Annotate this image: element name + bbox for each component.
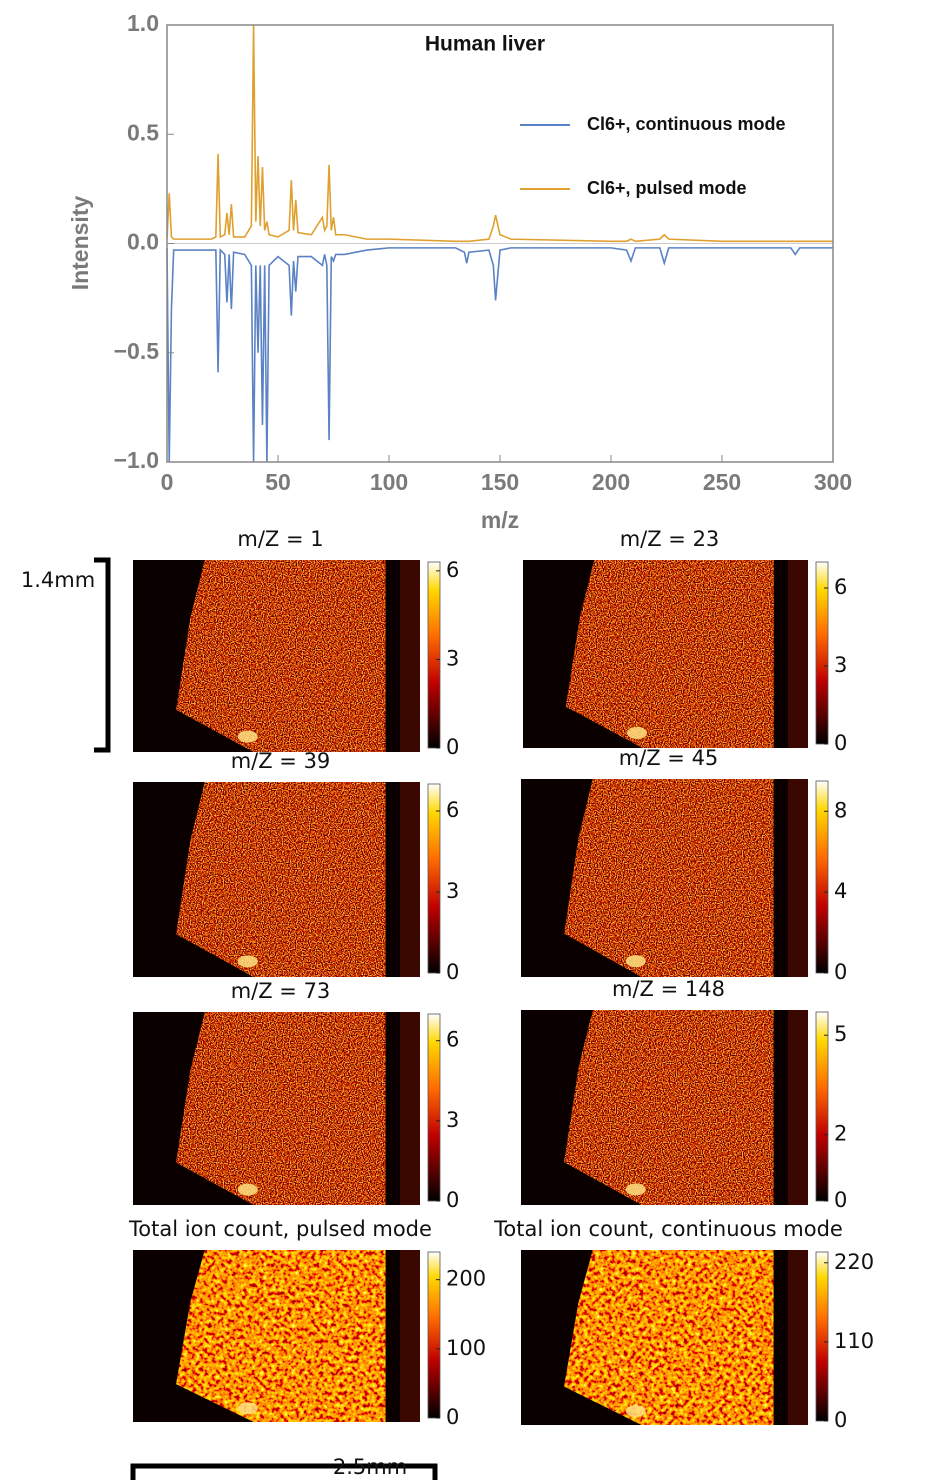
x-tick-label: 100 — [370, 469, 408, 495]
colorbar — [427, 1251, 441, 1419]
colorbar-tick-label: 110 — [834, 1329, 874, 1353]
colorbar-tick-label: 0 — [834, 731, 847, 755]
series-line — [166, 24, 833, 243]
tissue-image — [521, 779, 808, 977]
colorbar — [427, 1013, 441, 1202]
x-tick-label: 200 — [592, 469, 630, 495]
colorbar — [815, 780, 829, 974]
colorbar-tick-label: 220 — [834, 1250, 874, 1274]
scale-label: 2.5mm — [333, 1455, 407, 1479]
tissue-edge — [788, 560, 808, 748]
tissue-image — [133, 1012, 420, 1205]
colorbar — [815, 1251, 829, 1422]
colorbar-tick-label: 0 — [834, 1188, 847, 1212]
tissue-image — [133, 782, 420, 977]
colorbar-tick-label: 3 — [834, 653, 847, 677]
panel-title: m/Z = 23 — [620, 527, 720, 551]
panel-title: m/Z = 73 — [231, 979, 331, 1003]
hotspot — [237, 730, 258, 743]
colorbar-tick-label: 3 — [446, 646, 459, 670]
x-tick-label: 50 — [265, 469, 291, 495]
colorbar-tick-label: 0 — [446, 1188, 459, 1212]
tissue-image — [521, 1250, 808, 1425]
legend-label: Cl6+, pulsed mode — [587, 178, 747, 198]
y-tick-label: 0.5 — [127, 119, 159, 145]
colorbar — [815, 561, 829, 745]
panel-title: Total ion count, continuous mode — [493, 1217, 843, 1241]
series-line — [166, 247, 833, 463]
colorbar-tick-label: 5 — [834, 1022, 847, 1046]
colorbar-tick-label: 0 — [446, 735, 459, 759]
colorbar-tick-label: 2 — [834, 1122, 847, 1146]
colorbar-tick-label: 4 — [834, 879, 847, 903]
colorbar-tick-label: 100 — [446, 1336, 486, 1360]
panel-title: m/Z = 1 — [237, 527, 323, 551]
colorbar-tick-label: 6 — [446, 1028, 459, 1052]
tissue — [564, 1250, 774, 1425]
x-tick-label: 250 — [703, 469, 741, 495]
panel-title: m/Z = 39 — [231, 749, 331, 773]
y-tick-label: −1.0 — [114, 447, 159, 473]
hotspot — [627, 726, 647, 739]
tissue — [565, 560, 774, 748]
chart-title: Human liver — [425, 33, 545, 56]
colorbar — [815, 1011, 829, 1202]
tissue-image — [521, 1010, 808, 1205]
hotspot — [237, 955, 258, 968]
hotspot — [237, 1183, 258, 1196]
tissue — [176, 1250, 386, 1422]
tissue — [176, 560, 386, 752]
y-tick-label: 1.0 — [127, 10, 159, 36]
y-tick-label: 0.0 — [127, 229, 159, 255]
x-tick-label: 150 — [481, 469, 519, 495]
tissue-edge — [787, 1010, 808, 1205]
tissue — [564, 1010, 774, 1205]
hotspot — [625, 1183, 646, 1196]
x-axis-label: m/z — [481, 507, 519, 533]
x-tick-label: 0 — [161, 469, 174, 495]
scale-label: 1.4mm — [21, 568, 95, 592]
tissue-edge — [399, 1012, 420, 1205]
legend-label: Cl6+, continuous mode — [587, 114, 786, 134]
hotspot — [625, 1405, 646, 1417]
tissue-image — [133, 1250, 420, 1422]
hotspot — [237, 1402, 258, 1415]
y-axis-label: Intensity — [67, 196, 93, 291]
colorbar-tick-label: 6 — [834, 575, 847, 599]
tissue — [176, 1012, 386, 1205]
colorbar-tick-label: 0 — [834, 1408, 847, 1432]
x-tick-label: 300 — [814, 469, 852, 495]
colorbar-tick-label: 200 — [446, 1267, 486, 1291]
panel-title: Total ion count, pulsed mode — [128, 1217, 432, 1241]
colorbar — [427, 561, 441, 749]
colorbar-tick-label: 6 — [446, 798, 459, 822]
colorbar-tick-label: 8 — [834, 798, 847, 822]
tissue-edge — [399, 1250, 420, 1422]
colorbar-tick-label: 0 — [446, 1405, 459, 1429]
panel-title: m/Z = 148 — [612, 977, 725, 1001]
colorbar-tick-label: 3 — [446, 1108, 459, 1132]
tissue-edge — [399, 782, 420, 977]
tissue-edge — [787, 1250, 808, 1425]
tissue-edge — [399, 560, 420, 752]
tissue-edge — [787, 779, 808, 977]
panel-title: m/Z = 45 — [619, 746, 719, 770]
hotspot — [625, 955, 646, 968]
colorbar-tick-label: 0 — [834, 960, 847, 984]
tissue — [564, 779, 774, 977]
tissue — [176, 782, 386, 977]
colorbar-tick-label: 3 — [446, 879, 459, 903]
colorbar-tick-label: 0 — [446, 960, 459, 984]
tissue-image — [133, 560, 420, 752]
scale-bars — [94, 557, 438, 1480]
tissue-image — [523, 560, 808, 748]
colorbar — [427, 783, 441, 974]
y-tick-label: −0.5 — [114, 338, 160, 364]
colorbar-tick-label: 6 — [446, 558, 459, 582]
